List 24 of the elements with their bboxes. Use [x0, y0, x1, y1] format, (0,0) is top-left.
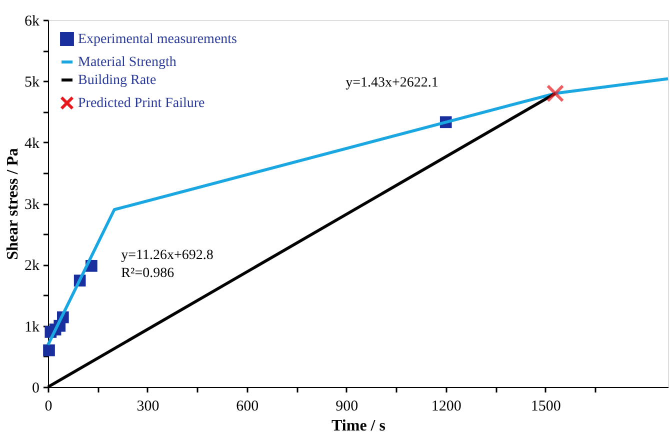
x-tick-label: 300: [136, 398, 160, 414]
y-axis-title: Shear stress / Pa: [4, 148, 22, 260]
legend-label: Building Rate: [78, 73, 156, 88]
y-tick-label: 0: [32, 380, 40, 396]
x-tick-label: 900: [336, 398, 358, 414]
y-tick-label: 4k: [24, 136, 40, 152]
y-tick-label: 1k: [24, 319, 40, 336]
x-tick-label: 600: [236, 398, 259, 414]
annotation: y=11.26x+692.8: [121, 248, 214, 263]
annotation: y=1.43x+2622.1: [346, 75, 438, 90]
legend-label: Material Strength: [78, 55, 176, 70]
x-axis-title: Time / s: [332, 418, 386, 434]
legend-label: Predicted Print Failure: [78, 96, 205, 111]
legend-label: Experimental measurements: [78, 32, 237, 47]
y-tick-label: 3k: [24, 197, 40, 213]
y-tick-label: 2k: [24, 258, 40, 274]
x-tick-label: 1200: [431, 398, 462, 414]
annotation: R²=0.986: [121, 266, 174, 282]
point: [546, 84, 564, 102]
y-tick-label: 5k: [24, 74, 40, 91]
x-tick-label: 1500: [530, 398, 561, 414]
y-tick-label: 6k: [24, 14, 40, 30]
x-tick-label: 0: [44, 398, 52, 414]
point: [43, 344, 55, 356]
